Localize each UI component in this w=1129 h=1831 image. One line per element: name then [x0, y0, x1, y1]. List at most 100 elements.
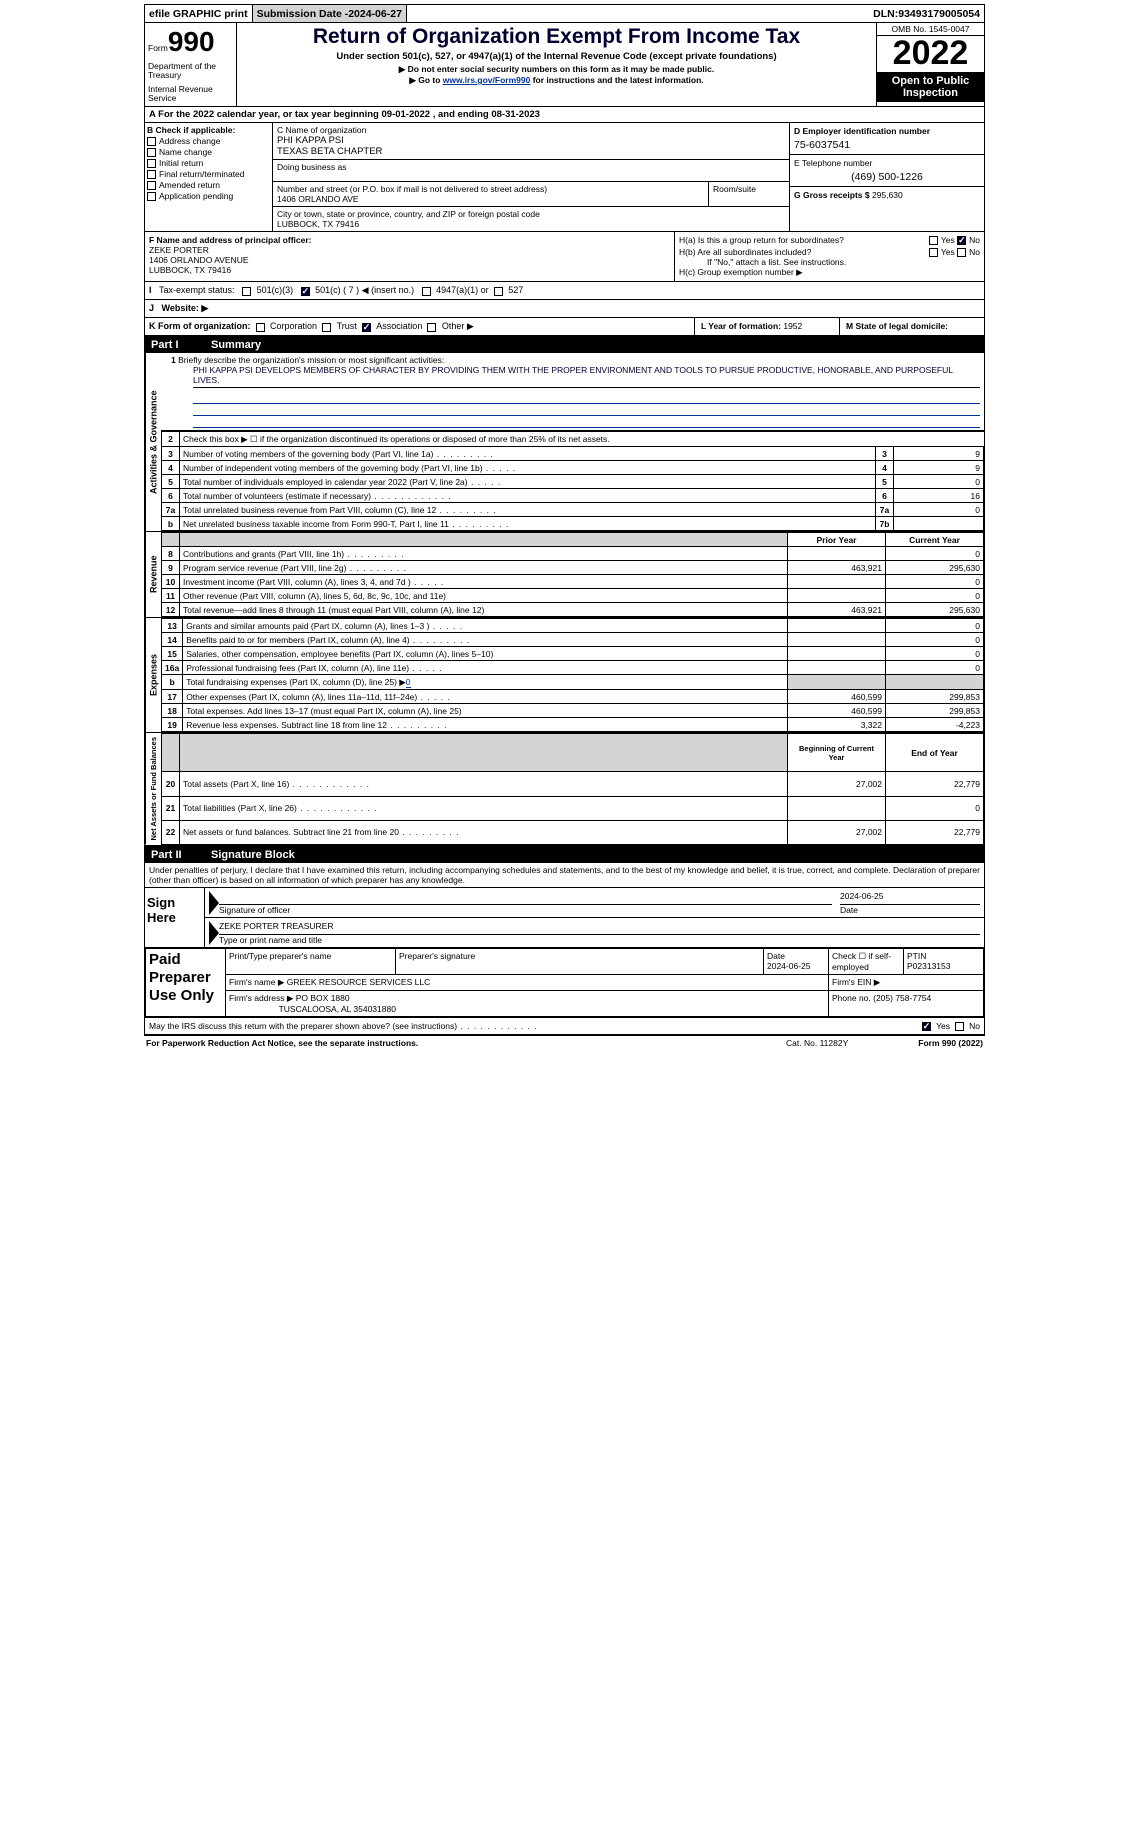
val: 0 [894, 503, 984, 517]
org-name-1: PHI KAPPA PSI [277, 135, 785, 146]
cb-corp[interactable] [256, 323, 265, 332]
cb-501c[interactable] [301, 287, 310, 296]
declaration: Under penalties of perjury, I declare th… [145, 863, 984, 887]
form-prefix: Form [148, 43, 168, 53]
cb-4947[interactable] [422, 287, 431, 296]
addr-row: Number and street (or P.O. box if mail i… [273, 182, 789, 207]
ln: 4 [162, 461, 180, 475]
cy: 0 [886, 619, 984, 633]
expenses-table: 13Grants and similar amounts paid (Part … [161, 618, 984, 732]
cb-name-change[interactable] [147, 148, 156, 157]
discuss-no: No [969, 1021, 980, 1031]
I-letter: I [149, 285, 152, 295]
cb-assoc[interactable] [362, 323, 371, 332]
cb-pending[interactable] [147, 192, 156, 201]
part-ii-header: Part II Signature Block [145, 847, 984, 863]
py: 27,002 [788, 772, 886, 796]
box-deg: D Employer identification number 75-6037… [789, 123, 984, 231]
hb-yes: Yes [941, 247, 955, 257]
phone-label: E Telephone number [794, 158, 980, 168]
city-row: City or town, state or province, country… [273, 207, 789, 231]
officer-h-row: F Name and address of principal officer:… [145, 232, 984, 282]
period-end: 08-31-2023 [491, 109, 540, 120]
goto-link[interactable]: www.irs.gov/Form990 [443, 75, 531, 85]
cb-final[interactable] [147, 170, 156, 179]
box-m: M State of legal domicile: [839, 318, 984, 335]
blank-line [193, 418, 980, 428]
section: Under section 501(c), 527, or 4947(a)(1)… [243, 51, 870, 62]
efile-label: efile GRAPHIC print [145, 5, 253, 22]
cb-discuss-yes[interactable] [922, 1022, 931, 1031]
py: 3,322 [788, 718, 886, 732]
submission-label: Submission Date - [257, 8, 349, 20]
period-begin: 09-01-2022 [382, 109, 431, 120]
submission-cell: Submission Date - 2024-06-27 [253, 5, 407, 22]
cb-discuss-no[interactable] [955, 1022, 964, 1031]
ln: b [162, 517, 180, 531]
goto-post: for instructions and the latest informat… [530, 75, 703, 85]
cb-trust[interactable] [322, 323, 331, 332]
cb-hb-yes[interactable] [929, 248, 938, 257]
cb-ha-yes[interactable] [929, 236, 938, 245]
ptin: PTINP02313153 [904, 949, 984, 975]
discuss-text: May the IRS discuss this return with the… [149, 1021, 922, 1031]
org-name-label: C Name of organization [277, 125, 785, 135]
cy: 295,630 [886, 561, 984, 575]
period-mid: , and ending [430, 109, 491, 120]
pt-date-v: 2024-06-25 [767, 961, 810, 971]
open-public: Open to Public Inspection [877, 72, 984, 102]
ln: 14 [162, 633, 183, 647]
footer-cat: Cat. No. 11282Y [786, 1038, 848, 1048]
cy: 22,779 [886, 772, 984, 796]
cb-hb-no[interactable] [957, 248, 966, 257]
firm-phone: Phone no. (205) 758-7754 [829, 991, 984, 1017]
off-sig-lbl: Signature of officer [219, 905, 290, 915]
py [788, 647, 886, 661]
h-a-label: H(a) Is this a group return for subordin… [679, 235, 929, 245]
off-name-v: ZEKE PORTER TREASURER [219, 921, 333, 931]
cb-ha-no[interactable] [957, 236, 966, 245]
ssn-notice: ▶ Do not enter social security numbers o… [243, 64, 870, 75]
desc: Number of voting members of the governin… [180, 447, 876, 461]
header: Form990 Department of the Treasury Inter… [145, 23, 984, 107]
nbox: 4 [876, 461, 894, 475]
col-cur: Current Year [886, 533, 984, 547]
footer-right: Form 990 (2022) [918, 1038, 983, 1048]
k-label: K Form of organization: [149, 321, 251, 331]
cb-501c3[interactable] [242, 287, 251, 296]
part-ii-title: Signature Block [211, 849, 295, 861]
d: Total fundraising expenses (Part IX, col… [186, 677, 406, 687]
desc: Contributions and grants (Part VIII, lin… [180, 547, 788, 561]
ln: 5 [162, 475, 180, 489]
header-mid: Return of Organization Exempt From Incom… [237, 23, 876, 106]
line-2: Check this box ▶ ☐ if the organization d… [180, 432, 984, 447]
lbl-trust: Trust [337, 321, 357, 331]
pt-check: Check ☐ if self-employed [829, 949, 904, 975]
tab-revenue: Revenue [145, 532, 161, 617]
lbl-527: 527 [508, 285, 523, 295]
ln: 17 [162, 690, 183, 704]
cy: 299,853 [886, 704, 984, 718]
line-1: 1 Briefly describe the organization's mi… [161, 353, 984, 431]
cb-amended[interactable] [147, 181, 156, 190]
cb-527[interactable] [494, 287, 503, 296]
lbl-amended: Amended return [159, 180, 220, 190]
box-l: L Year of formation: 1952 [694, 318, 839, 335]
ln: 7a [162, 503, 180, 517]
part-i-num: Part I [151, 339, 211, 351]
nbox: 7b [876, 517, 894, 531]
dln-label: DLN: [873, 8, 898, 20]
cb-other[interactable] [427, 323, 436, 332]
desc: Total assets (Part X, line 16) [180, 772, 788, 796]
py [788, 661, 886, 675]
nbox: 5 [876, 475, 894, 489]
dln-cell: DLN: 93493179005054 [869, 5, 984, 22]
pt-date-lbl: Date [767, 951, 785, 961]
ln: 21 [162, 796, 180, 820]
sign-here: Sign Here [145, 888, 205, 947]
discuss-row: May the IRS discuss this return with the… [145, 1017, 984, 1034]
lbl-name-change: Name change [159, 147, 212, 157]
gross-label: G Gross receipts $ [794, 190, 872, 200]
cb-initial[interactable] [147, 159, 156, 168]
cb-address-change[interactable] [147, 137, 156, 146]
